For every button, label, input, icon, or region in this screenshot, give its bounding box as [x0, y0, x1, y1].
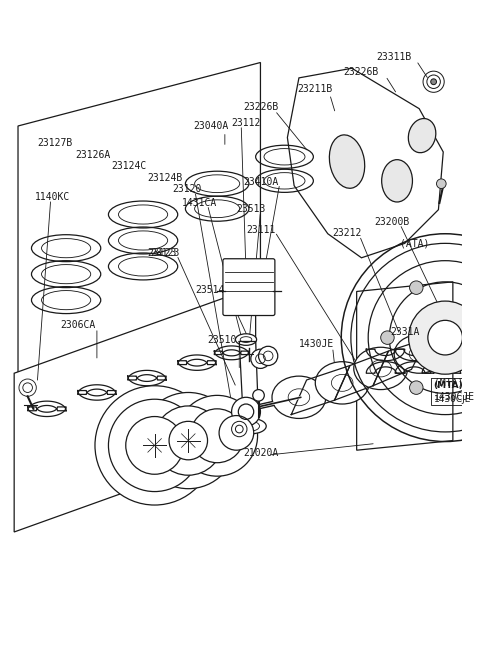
Text: (ATA): (ATA)	[400, 238, 429, 248]
Circle shape	[190, 409, 244, 463]
Circle shape	[227, 423, 246, 443]
Circle shape	[436, 179, 446, 189]
Circle shape	[251, 349, 270, 369]
Polygon shape	[78, 385, 116, 394]
Ellipse shape	[354, 348, 408, 390]
Circle shape	[95, 386, 214, 505]
Circle shape	[140, 392, 236, 489]
Polygon shape	[18, 62, 261, 374]
Text: 21020A: 21020A	[243, 448, 278, 458]
Circle shape	[231, 397, 261, 426]
Polygon shape	[395, 349, 433, 361]
Text: 1431CA: 1431CA	[181, 198, 217, 208]
Ellipse shape	[272, 376, 326, 419]
Text: 23410A: 23410A	[243, 177, 278, 187]
Ellipse shape	[408, 118, 436, 152]
Ellipse shape	[329, 135, 365, 189]
Polygon shape	[128, 371, 166, 380]
Circle shape	[126, 417, 183, 474]
Polygon shape	[28, 401, 66, 411]
Circle shape	[431, 79, 436, 85]
Circle shape	[428, 321, 463, 355]
Text: 23211B: 23211B	[297, 85, 332, 95]
Text: 1430JE: 1430JE	[299, 340, 334, 350]
Text: 1430CJE: 1430CJE	[433, 392, 475, 402]
Circle shape	[409, 381, 423, 394]
Text: 23123: 23123	[147, 248, 176, 258]
Circle shape	[408, 301, 480, 374]
Polygon shape	[288, 68, 443, 258]
Ellipse shape	[235, 334, 257, 346]
Circle shape	[19, 379, 36, 396]
Circle shape	[154, 406, 223, 475]
Text: 23226B: 23226B	[243, 102, 278, 112]
Polygon shape	[373, 338, 427, 386]
Text: 23123: 23123	[150, 248, 179, 258]
Text: 23120: 23120	[172, 185, 201, 194]
Polygon shape	[178, 355, 216, 365]
Text: 23311B: 23311B	[376, 52, 411, 62]
Ellipse shape	[394, 335, 444, 373]
Circle shape	[235, 425, 243, 433]
Text: 23124C: 23124C	[111, 162, 146, 171]
Circle shape	[381, 331, 394, 344]
Text: 23124B: 23124B	[147, 173, 182, 183]
Polygon shape	[422, 362, 460, 373]
Text: 23514: 23514	[195, 284, 225, 294]
Ellipse shape	[235, 419, 266, 434]
Circle shape	[177, 396, 258, 476]
FancyBboxPatch shape	[223, 259, 275, 315]
Circle shape	[468, 381, 480, 394]
Text: 2331A: 2331A	[390, 327, 420, 337]
Polygon shape	[214, 346, 249, 355]
Ellipse shape	[382, 160, 412, 202]
Circle shape	[253, 390, 264, 401]
Polygon shape	[357, 282, 453, 450]
Circle shape	[23, 383, 33, 392]
Circle shape	[169, 421, 207, 460]
Polygon shape	[128, 376, 166, 386]
Polygon shape	[422, 349, 460, 361]
Polygon shape	[366, 349, 405, 361]
Polygon shape	[366, 362, 405, 373]
Polygon shape	[214, 351, 249, 360]
Ellipse shape	[315, 362, 369, 404]
Polygon shape	[178, 361, 216, 371]
Polygon shape	[14, 286, 256, 532]
Text: 23513: 23513	[236, 204, 266, 214]
Text: 23111: 23111	[246, 225, 276, 235]
Polygon shape	[395, 362, 433, 373]
Text: 23212: 23212	[333, 228, 362, 238]
Circle shape	[468, 281, 480, 294]
Text: 23127B: 23127B	[37, 139, 72, 148]
Text: 1140KC: 1140KC	[35, 193, 70, 202]
Circle shape	[409, 281, 423, 294]
Circle shape	[108, 399, 201, 491]
Text: (MTA): (MTA)	[433, 381, 463, 390]
Text: (MTA): (MTA)	[433, 378, 463, 388]
Polygon shape	[78, 390, 116, 400]
Text: 2306CA: 2306CA	[60, 320, 96, 330]
Circle shape	[259, 346, 278, 365]
Text: 23112: 23112	[231, 118, 261, 128]
Polygon shape	[28, 407, 66, 417]
Text: 1430CJE: 1430CJE	[433, 395, 471, 403]
Text: 23226B: 23226B	[343, 67, 378, 77]
Text: 23126A: 23126A	[76, 150, 111, 160]
Text: 23040A: 23040A	[193, 121, 228, 131]
Polygon shape	[291, 365, 350, 415]
Polygon shape	[335, 351, 388, 400]
Circle shape	[231, 421, 247, 437]
Circle shape	[219, 416, 254, 450]
Text: 23510: 23510	[207, 334, 237, 344]
Text: 23200B: 23200B	[374, 217, 409, 227]
Polygon shape	[240, 342, 259, 417]
